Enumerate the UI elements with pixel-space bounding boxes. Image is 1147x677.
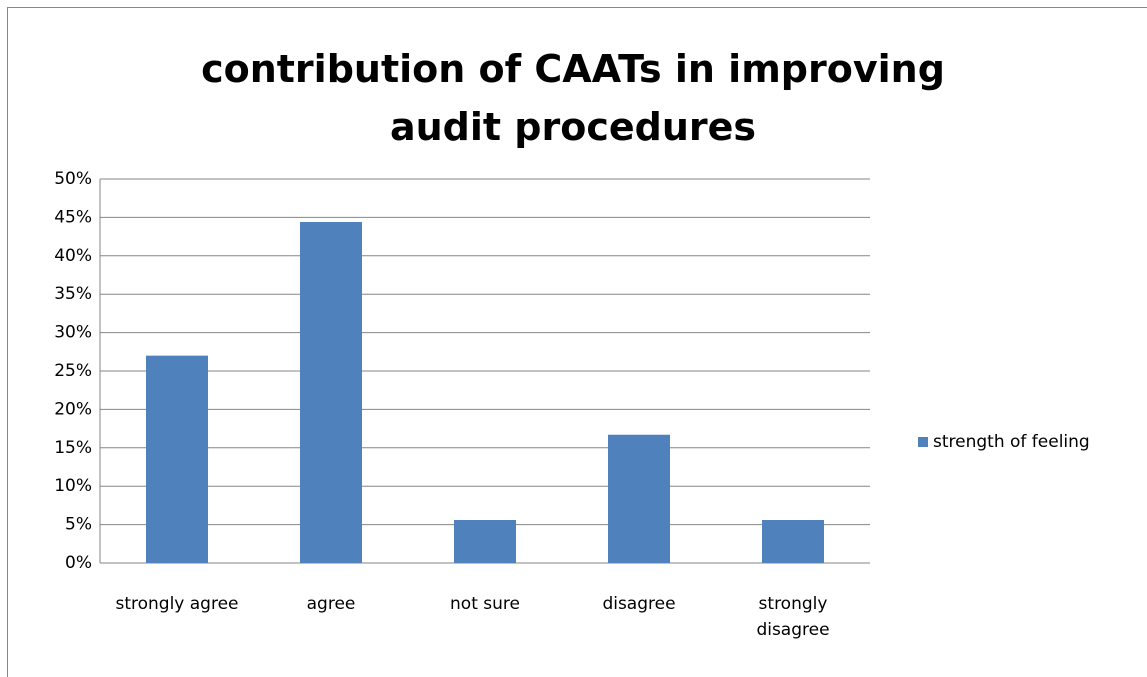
chart-border [7, 7, 1147, 677]
chart-title: contribution of CAATs in improving audit… [201, 47, 945, 149]
x-tick-label: not sure [450, 594, 520, 614]
y-tick-label: 30% [54, 323, 92, 343]
bar [454, 519, 516, 563]
y-tick-label: 40% [54, 246, 92, 266]
y-tick-label: 45% [54, 207, 92, 227]
x-tick-label: agree [306, 594, 356, 614]
y-tick-label: 20% [54, 399, 92, 419]
y-tick-label: 5% [65, 515, 92, 535]
y-tick-label: 35% [54, 284, 92, 304]
bar [146, 355, 208, 563]
bar [300, 222, 362, 563]
bar [608, 434, 670, 563]
y-tick-label: 15% [54, 438, 92, 458]
y-tick-label: 50% [54, 169, 92, 189]
x-tick-label: disagree [602, 594, 676, 614]
x-tick-label: strongly agree [115, 594, 239, 614]
x-tick-label: strongly disagree [756, 594, 830, 640]
y-tick-label: 10% [54, 476, 92, 496]
y-tick-label: 0% [65, 553, 92, 573]
bar [762, 519, 824, 563]
legend-swatch [918, 437, 928, 447]
legend-label: strength of feeling [933, 432, 1090, 452]
y-tick-label: 25% [54, 361, 92, 381]
